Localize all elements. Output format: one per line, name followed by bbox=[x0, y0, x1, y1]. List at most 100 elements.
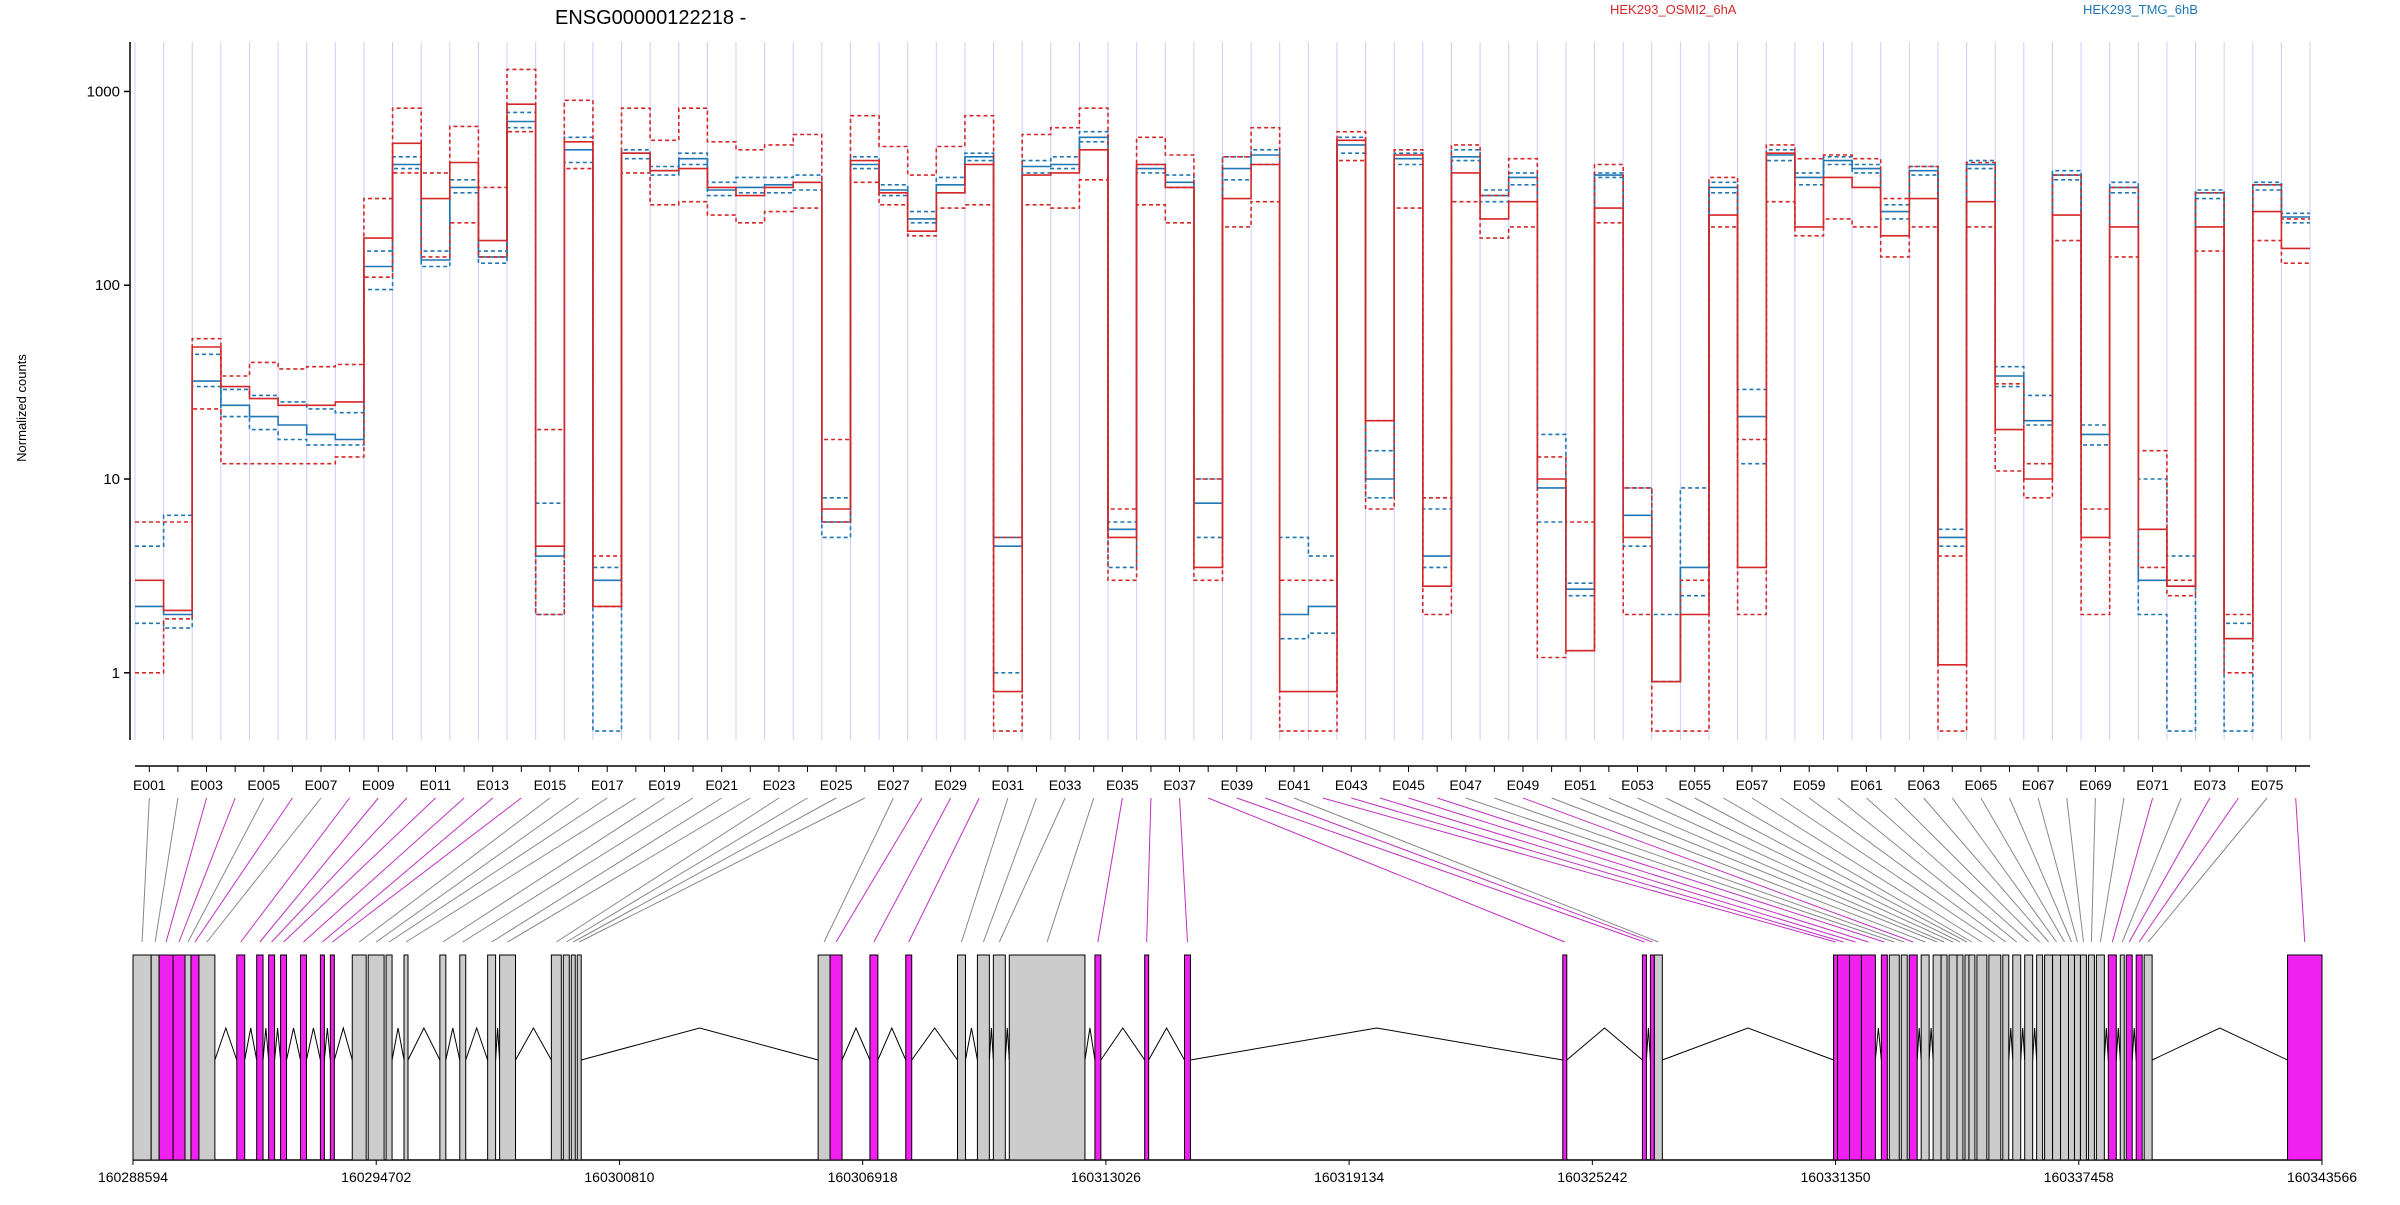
intron-line bbox=[1100, 1027, 1146, 1061]
exon-connector bbox=[1236, 797, 1645, 943]
x-tick-label: E055 bbox=[1678, 777, 1711, 793]
exon-box bbox=[403, 954, 409, 1161]
chart-title: ENSG00000122218 - bbox=[555, 7, 746, 29]
genomic-tick-label: 160337458 bbox=[2044, 1169, 2114, 1185]
genomic-tick-label: 160294702 bbox=[341, 1169, 411, 1185]
genomic-tick-label: 160300810 bbox=[584, 1169, 654, 1185]
exon-box bbox=[172, 954, 186, 1161]
x-tick-label: E059 bbox=[1793, 777, 1826, 793]
intron-line bbox=[1662, 1027, 1834, 1061]
exon-connector bbox=[873, 797, 952, 943]
series-line-tmg-rep1 bbox=[135, 126, 2310, 732]
exon-connector bbox=[206, 797, 322, 943]
intron-line bbox=[1566, 1027, 1643, 1061]
intron-line bbox=[1084, 1027, 1096, 1061]
exon-connector bbox=[154, 797, 179, 943]
exon-box bbox=[817, 954, 831, 1161]
exon-connector bbox=[141, 797, 150, 943]
exon-connector bbox=[283, 797, 436, 943]
exon-connector bbox=[1637, 797, 1954, 943]
exon-box bbox=[2073, 954, 2081, 1161]
exon-box bbox=[268, 954, 276, 1161]
exon-connector bbox=[1751, 797, 1983, 943]
exon-connector bbox=[1551, 797, 1926, 943]
exon-box bbox=[562, 954, 570, 1161]
exon-connector bbox=[178, 797, 236, 943]
y-tick-label: 1000 bbox=[87, 83, 120, 100]
x-tick-label: E075 bbox=[2251, 777, 2284, 793]
exon-connector bbox=[1097, 797, 1123, 943]
intron-line bbox=[988, 1027, 994, 1061]
x-tick-label: E049 bbox=[1507, 777, 1540, 793]
x-tick-label: E031 bbox=[992, 777, 1025, 793]
exon-box bbox=[367, 954, 385, 1161]
exon-connector bbox=[1494, 797, 1905, 943]
exon-box bbox=[829, 954, 843, 1161]
exon-connector bbox=[1322, 797, 1836, 943]
exon-box bbox=[150, 954, 160, 1161]
exon-box bbox=[184, 954, 192, 1161]
x-tick-label: E013 bbox=[476, 777, 509, 793]
exon-box bbox=[351, 954, 367, 1161]
exon-box bbox=[1183, 954, 1191, 1161]
exon-connector bbox=[1694, 797, 1968, 943]
x-tick-label: E043 bbox=[1335, 777, 1368, 793]
exon-connector bbox=[332, 797, 522, 943]
x-tick-label: E001 bbox=[133, 777, 166, 793]
intron-line bbox=[465, 1026, 489, 1061]
genomic-tick-label: 160313026 bbox=[1071, 1169, 1141, 1185]
exon-connector bbox=[2147, 797, 2268, 943]
exon-connector bbox=[2009, 797, 2072, 943]
exon-connector bbox=[388, 797, 608, 943]
axes: 1 10 100 1000 E001 E003 E005 E007 E009 E011 E013 E0… bbox=[87, 42, 2357, 1185]
intron-line bbox=[1645, 1027, 1651, 1061]
x-tick-label: E025 bbox=[820, 777, 853, 793]
intron-line bbox=[445, 1027, 461, 1061]
x-tick-label: E073 bbox=[2193, 777, 2226, 793]
exon-connector bbox=[579, 797, 865, 943]
genomic-tick-label: 160288594 bbox=[98, 1169, 168, 1185]
intron-line bbox=[841, 1026, 871, 1061]
exon-box bbox=[2119, 954, 2125, 1161]
intron-line bbox=[244, 1027, 258, 1061]
exon-box bbox=[2060, 954, 2070, 1161]
intron-line bbox=[877, 1026, 907, 1061]
exon-box bbox=[190, 954, 200, 1161]
exon-connector bbox=[1208, 797, 1565, 943]
intron-line bbox=[911, 1027, 958, 1061]
exon-connector bbox=[259, 797, 379, 943]
exon-connector bbox=[1293, 797, 1659, 943]
exon-connector bbox=[1179, 797, 1188, 943]
exon-connector bbox=[271, 797, 408, 943]
exon-box bbox=[869, 954, 879, 1161]
genomic-tick-label: 160343566 bbox=[2287, 1169, 2357, 1185]
exon-connector bbox=[1608, 797, 1945, 943]
x-tick-label: E027 bbox=[877, 777, 910, 793]
x-tick-label: E023 bbox=[763, 777, 796, 793]
exon-box bbox=[2052, 954, 2062, 1161]
exon-connector bbox=[507, 797, 751, 943]
x-tick-label: E009 bbox=[362, 777, 395, 793]
exon-box bbox=[2125, 954, 2133, 1161]
exon-box bbox=[256, 954, 264, 1161]
exon-connector bbox=[1265, 797, 1653, 943]
exon-connector bbox=[573, 797, 837, 943]
x-tick-label: E065 bbox=[1965, 777, 1998, 793]
intron-line bbox=[323, 1027, 331, 1061]
exon-box bbox=[1920, 954, 1930, 1161]
exon-box bbox=[1956, 954, 1964, 1161]
x-tick-label: E063 bbox=[1907, 777, 1940, 793]
series-line-osmi2-rep1 bbox=[135, 130, 2310, 732]
exon-box bbox=[957, 954, 966, 1161]
intron-line bbox=[262, 1027, 270, 1061]
x-tick-label: E029 bbox=[934, 777, 967, 793]
exon-connector bbox=[2066, 797, 2084, 943]
intron-line bbox=[1148, 1026, 1185, 1061]
exon-box bbox=[198, 954, 216, 1161]
exon-box bbox=[299, 954, 307, 1161]
exon-box bbox=[2107, 954, 2117, 1161]
exon-box bbox=[570, 954, 576, 1161]
exon-connector bbox=[566, 797, 808, 943]
exon-box bbox=[1888, 954, 1900, 1161]
